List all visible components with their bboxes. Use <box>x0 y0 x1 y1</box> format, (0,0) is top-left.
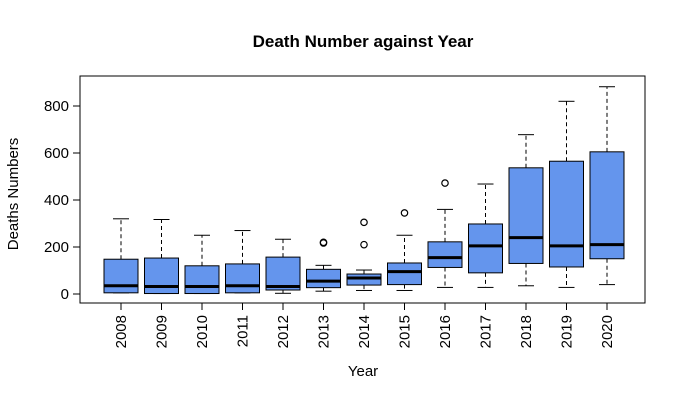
x-tick-label: 2013 <box>316 315 333 348</box>
box-2011 <box>225 230 260 294</box>
box-2017 <box>468 183 503 288</box>
box-rect <box>427 241 463 268</box>
x-tick-label: 2010 <box>194 315 211 348</box>
y-tick-label: 400 <box>44 192 69 209</box>
x-tick-label: 2008 <box>113 315 130 348</box>
box-2008 <box>103 218 139 294</box>
box-rect <box>225 263 260 294</box>
x-axis: 2008 2009 2010 2011 2012 2013 2014 2015 2016 2017… <box>113 302 616 348</box>
box-rect <box>184 265 220 295</box>
x-tick-label: 2011 <box>235 315 252 347</box>
box-2009 <box>144 219 179 295</box>
x-tick-label: 2012 <box>275 315 292 348</box>
box-2010 <box>184 234 220 295</box>
y-tick-label: 600 <box>44 145 69 162</box>
x-tick-label: 2018 <box>518 315 535 348</box>
box-2016 <box>427 179 463 288</box>
box-2015 <box>387 209 422 291</box>
x-tick-label: 2015 <box>397 315 414 348</box>
box-rect <box>265 256 301 291</box>
outlier-point <box>360 218 368 227</box>
x-tick-label: 2017 <box>478 315 495 348</box>
box-2019 <box>549 100 584 288</box>
outlier-point <box>441 179 449 187</box>
x-tick-label: 2020 <box>599 315 616 348</box>
box-rect <box>508 167 544 264</box>
box-rect <box>144 257 179 295</box>
outlier-point <box>400 209 409 217</box>
box-2018 <box>508 134 544 287</box>
box-2013 <box>306 238 341 292</box>
box-rect <box>468 223 503 274</box>
x-axis-label: Year <box>348 363 378 380</box>
boxes-group <box>103 86 625 295</box>
chart-title: Death Number against Year <box>253 32 474 51</box>
box-rect <box>103 258 139 294</box>
box-rect <box>589 151 625 260</box>
box-rect <box>346 273 382 286</box>
box-2012 <box>265 238 301 294</box>
outlier-point <box>360 240 368 249</box>
y-axis-label: Deaths Numbers <box>5 138 22 251</box>
y-tick-label: 200 <box>44 239 69 256</box>
box-rect <box>306 268 341 289</box>
x-tick-label: 2014 <box>356 315 373 348</box>
box-rect <box>387 262 422 286</box>
y-tick-label: 0 <box>61 286 69 303</box>
x-tick-label: 2009 <box>154 315 171 348</box>
box-rect <box>549 160 584 268</box>
y-axis: 0 200 400 600 800 <box>44 98 81 303</box>
box-2020 <box>589 86 625 286</box>
y-tick-label: 800 <box>44 98 69 115</box>
x-tick-label: 2019 <box>559 315 576 348</box>
outlier-point <box>319 238 328 247</box>
x-tick-label: 2016 <box>437 315 454 348</box>
box-2014 <box>346 218 382 291</box>
